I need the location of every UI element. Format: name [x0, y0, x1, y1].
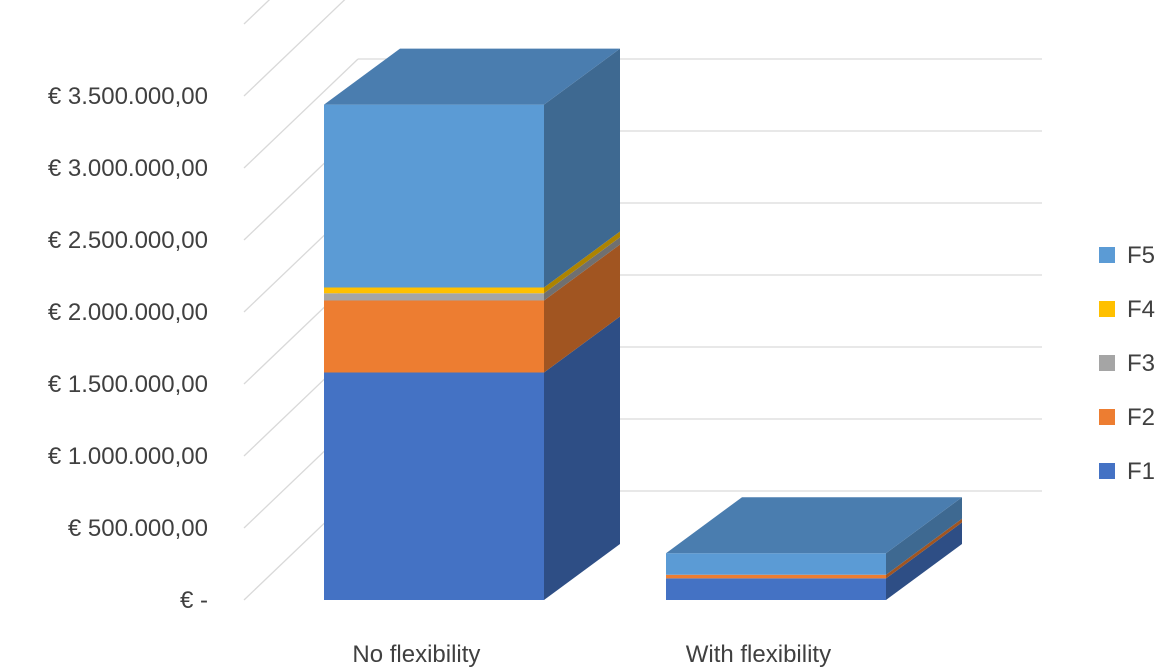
bar-segment [324, 300, 544, 373]
y-tick-label: € 1.000.000,00 [48, 443, 208, 470]
bar-segment [324, 293, 544, 301]
x-tick-label: With flexibility [686, 641, 831, 667]
bar-segment [666, 578, 886, 600]
gridline-diagonal [243, 0, 271, 25]
bar-segment [666, 553, 886, 575]
bars [324, 48, 962, 600]
bar-segment-side [544, 237, 620, 301]
y-tick-label: € - [180, 587, 208, 614]
bar-segment [666, 574, 886, 579]
legend-swatch [1099, 409, 1115, 425]
legend-swatch [1099, 463, 1115, 479]
bar-top [666, 497, 962, 554]
y-tick-label: € 2.500.000,00 [48, 227, 208, 254]
legend-label: F2 [1127, 404, 1155, 431]
legend-label: F4 [1127, 296, 1155, 323]
legend-label: F5 [1127, 242, 1155, 269]
bar-segment-side [544, 231, 620, 294]
legend-swatch [1099, 301, 1115, 317]
x-axis-ticks: No flexibility With flexibility [352, 641, 831, 667]
bar-segment-side [886, 522, 962, 600]
y-tick-label: € 3.000.000,00 [48, 155, 208, 182]
bar-segment [324, 372, 544, 600]
bar-segment [324, 287, 544, 294]
bar-segment-side [544, 316, 620, 600]
legend-label: F1 [1127, 458, 1155, 485]
legend-label: F3 [1127, 350, 1155, 377]
gridline-diagonal [243, 58, 359, 169]
y-tick-label: € 500.000,00 [68, 515, 208, 542]
legend-swatch [1099, 247, 1115, 263]
y-axis-ticks: € - € 500.000,00 € 1.000.000,00 € 1.500.000… [48, 83, 208, 614]
legend: F5 F4 F3 F2 F1 [1099, 242, 1155, 485]
y-tick-label: € 2.000.000,00 [48, 299, 208, 326]
bar-segment [324, 104, 544, 288]
y-tick-label: € 1.500.000,00 [48, 371, 208, 398]
bar-segment-side [886, 497, 962, 575]
bar-stack [666, 497, 962, 600]
gridline-diagonal [243, 0, 346, 97]
legend-swatch [1099, 355, 1115, 371]
bar-top [324, 48, 620, 105]
bar-segment-side [544, 48, 620, 288]
y-tick-label: € 3.500.000,00 [48, 83, 208, 110]
bar-stack [324, 48, 620, 600]
x-tick-label: No flexibility [352, 641, 480, 667]
bar-segment-side [886, 518, 962, 579]
bar-segment-side [544, 244, 620, 373]
